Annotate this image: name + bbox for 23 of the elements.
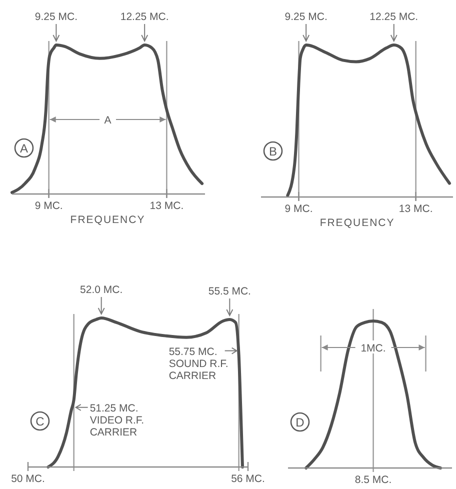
annotation: D xyxy=(296,416,305,430)
annotation: 52.0 MC. xyxy=(80,284,123,296)
annotation: 12.25 MC. xyxy=(370,11,418,23)
x-axis-title: FREQUENCY xyxy=(320,217,395,229)
annotation: 55.5 MC. xyxy=(208,285,251,298)
x-tick-label: 9 MC. xyxy=(284,203,313,215)
annotation: 1MC. xyxy=(360,342,386,354)
x-tick-label: 56 MC. xyxy=(231,473,265,485)
annotation: 9.25 MC. xyxy=(284,11,328,23)
annotation: C xyxy=(36,414,45,428)
x-tick-label: 13 MC. xyxy=(398,203,433,215)
annotation: B xyxy=(268,144,278,158)
x-tick-label: 9 MC. xyxy=(34,200,63,212)
annotation: A xyxy=(20,142,28,156)
x-tick-label: 13 MC. xyxy=(150,200,184,212)
annotation: 55.75 MC. SOUND R.F. CARRIER xyxy=(168,346,228,382)
x-axis-title: FREQUENCY xyxy=(70,214,146,226)
text: 8.5 MC. xyxy=(354,474,392,486)
x-tick-label: 50 MC. xyxy=(11,473,45,485)
annotation: A xyxy=(104,114,112,126)
annotation: 12.25 MC. xyxy=(120,11,169,23)
annotation: 51.25 MC. VIDEO R.F. CARRIER xyxy=(90,402,144,438)
annotation: 9.25 MC. xyxy=(34,11,78,23)
